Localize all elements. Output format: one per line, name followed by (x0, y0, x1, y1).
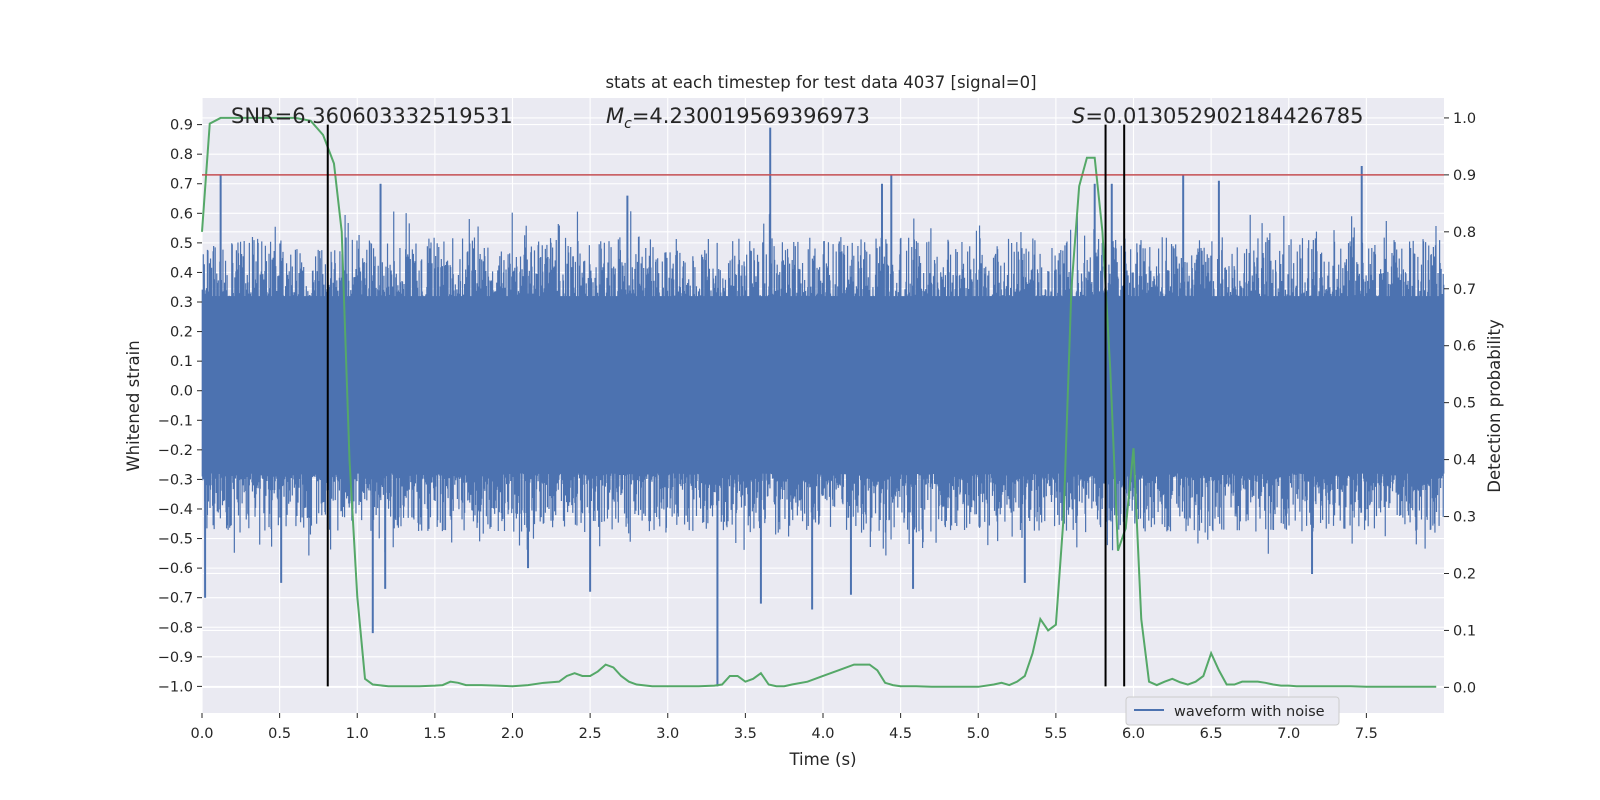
x-tick-label: 6.0 (1122, 726, 1145, 742)
x-tick-label: 1.0 (346, 726, 369, 742)
y-tick-label-right: 0.9 (1453, 168, 1476, 184)
x-tick-label: 7.0 (1277, 726, 1300, 742)
s-value: =0.013052902184426785 (1085, 104, 1363, 128)
x-tick-label: 0.5 (268, 726, 291, 742)
probability-series (201, 116, 1437, 688)
chirp-mass-value: =4.230019569396973 (632, 104, 870, 128)
y-tick-label-left: 0.3 (170, 295, 193, 311)
x-tick-label: 2.5 (579, 726, 602, 742)
y-tick-label-right: 0.8 (1453, 225, 1476, 241)
chart-title: stats at each timestep for test data 403… (605, 73, 1036, 92)
y-tick-label-right: 0.4 (1453, 453, 1476, 469)
x-tick-label: 2.0 (501, 726, 524, 742)
y-tick-label-left: −0.2 (158, 443, 193, 459)
y-axis-label-right: Detection probability (1485, 319, 1504, 493)
x-tick-label: 4.0 (811, 726, 834, 742)
x-tick-label: 6.5 (1200, 726, 1223, 742)
y-tick-label-left: 0.0 (170, 384, 193, 400)
x-tick-label: 0.0 (190, 726, 213, 742)
legend: waveform with noise (1125, 696, 1340, 726)
y-tick-label-left: −0.1 (158, 413, 193, 429)
y-tick-label-right: 0.3 (1453, 510, 1476, 526)
legend-label: waveform with noise (1174, 704, 1325, 720)
y-tick-label-left: 0.4 (170, 265, 193, 281)
y-tick-label-left: 0.7 (170, 177, 193, 193)
y-tick-label-left: 0.9 (170, 118, 193, 134)
x-tick-label: 5.5 (1044, 726, 1067, 742)
x-tick-label: 7.5 (1355, 726, 1378, 742)
x-tick-label: 3.0 (656, 726, 679, 742)
y-tick-label-left: −0.5 (158, 532, 193, 548)
axes: 0.0 0.5 1.0 1.5 2.0 2.5 3.0 3.5 4.0 4.5 5.0 5.5 6.0 6… (158, 111, 1476, 742)
y-tick-label-right: 0.1 (1453, 623, 1476, 639)
y-tick-label-left: −0.7 (158, 591, 193, 607)
y-tick-label-right: 0.6 (1453, 339, 1476, 355)
y-tick-label-left: 0.2 (170, 325, 193, 341)
chirp-mass-subscript: c (624, 116, 632, 132)
snr-annotation: SNR=6.360603332519531 (231, 104, 513, 128)
x-tick-label: 4.5 (889, 726, 912, 742)
y-tick-label-left: −1.0 (158, 679, 193, 695)
y-tick-label-right: 0.0 (1453, 680, 1476, 696)
snr-value: 6.360603332519531 (292, 104, 512, 128)
y-axis-label-left: Whitened strain (124, 340, 143, 471)
y-tick-label-left: −0.4 (158, 502, 193, 518)
y-tick-label-right: 1.0 (1453, 111, 1476, 127)
waveform-noise (201, 211, 1445, 556)
y-tick-label-left: 0.6 (170, 206, 193, 222)
y-tick-label-left: 0.1 (170, 354, 193, 370)
y-tick-label-right: 0.7 (1453, 282, 1476, 298)
x-tick-label: 1.5 (423, 726, 446, 742)
y-tick-label-right: 0.5 (1453, 396, 1476, 412)
chirp-mass-symbol: M (606, 104, 624, 128)
x-tick-label: 5.0 (967, 726, 990, 742)
y-tick-label-left: −0.3 (158, 472, 193, 488)
legend-box (1125, 696, 1340, 726)
y-tick-label-left: −0.6 (158, 561, 193, 577)
s-annotation: S=0.013052902184426785 (1072, 104, 1363, 128)
probability-line (201, 116, 1437, 688)
x-tick-label: 3.5 (734, 726, 757, 742)
reference-lines (202, 124, 1444, 687)
waveform-series (201, 127, 1445, 687)
y-tick-label-left: −0.9 (158, 650, 193, 666)
y-tick-label-right: 0.2 (1453, 566, 1476, 582)
y-tick-label-left: −0.8 (158, 620, 193, 636)
s-symbol: S (1072, 104, 1085, 128)
snr-prefix: SNR= (231, 104, 292, 128)
y-tick-label-left: 0.8 (170, 147, 193, 163)
y-tick-label-left: 0.5 (170, 236, 193, 252)
x-axis-label: Time (s) (788, 750, 856, 769)
chirp-mass-annotation: Mc=4.230019569396973 (606, 104, 870, 132)
